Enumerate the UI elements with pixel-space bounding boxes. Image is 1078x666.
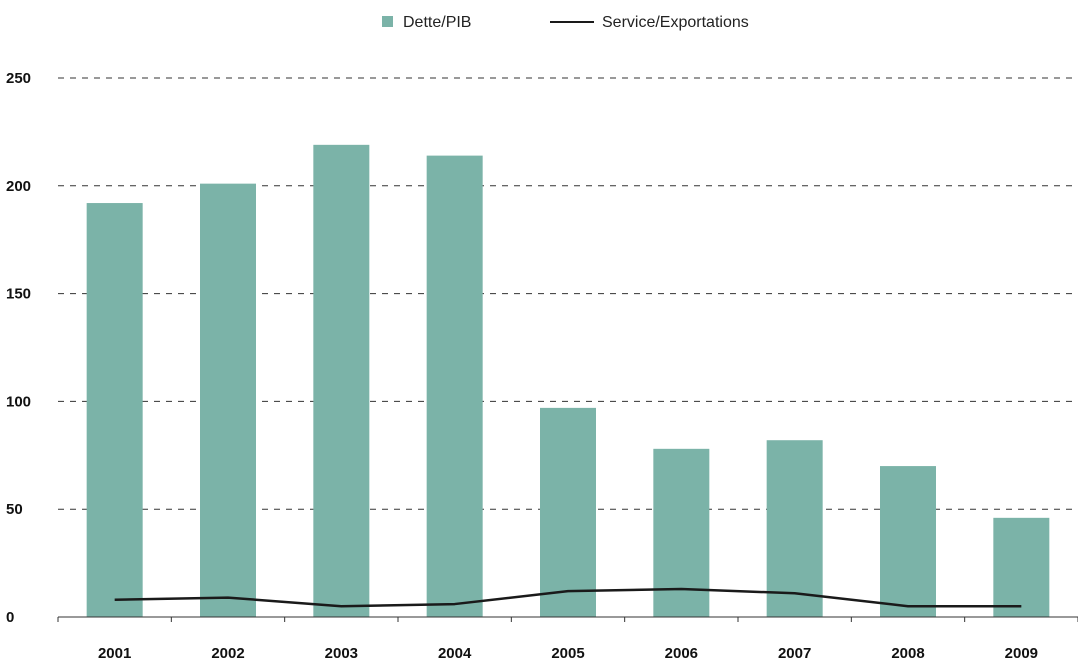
x-tick-label: 2007: [778, 645, 811, 662]
line-series: [114, 587, 1022, 608]
bar-2005: [540, 407, 596, 617]
bar-2009: [993, 517, 1050, 617]
bar-2003: [313, 144, 370, 617]
x-tick-label: 2006: [665, 645, 698, 662]
line-service-exportations: [114, 587, 1022, 608]
x-tick-label: 2002: [211, 645, 244, 662]
bar-2004: [426, 155, 483, 617]
y-tick-label: 100: [6, 393, 31, 410]
bar-2002: [200, 183, 256, 618]
bar-2008: [880, 466, 936, 617]
legend: Dette/PIB Service/Exportations: [382, 14, 749, 31]
x-axis-labels: 2001 2002 2003 2004 2005 2006 2007 2008 2009: [98, 645, 1038, 662]
bar-2006: [653, 448, 710, 617]
bar-2007: [766, 440, 823, 617]
y-tick-label: 50: [6, 501, 23, 518]
axes: [57, 616, 1078, 622]
y-tick-label: 200: [6, 178, 31, 195]
x-tick-label: 2004: [438, 645, 472, 662]
legend-label-bar: Dette/PIB: [403, 14, 471, 31]
bar-2001: [86, 203, 143, 617]
legend-label-line: Service/Exportations: [602, 14, 749, 31]
x-tick-label: 2005: [551, 645, 584, 662]
y-tick-label: 0: [6, 609, 14, 626]
x-tick-label: 2001: [98, 645, 131, 662]
x-tick-label: 2009: [1005, 645, 1038, 662]
y-axis-labels: 0 50 100 150 200 250: [6, 70, 31, 626]
y-tick-label: 250: [6, 70, 31, 87]
legend-swatch-bar: [382, 16, 393, 27]
bars: [86, 144, 1050, 618]
x-tick-label: 2008: [891, 645, 924, 662]
y-tick-label: 150: [6, 286, 31, 303]
x-tick-label: 2003: [325, 645, 358, 662]
